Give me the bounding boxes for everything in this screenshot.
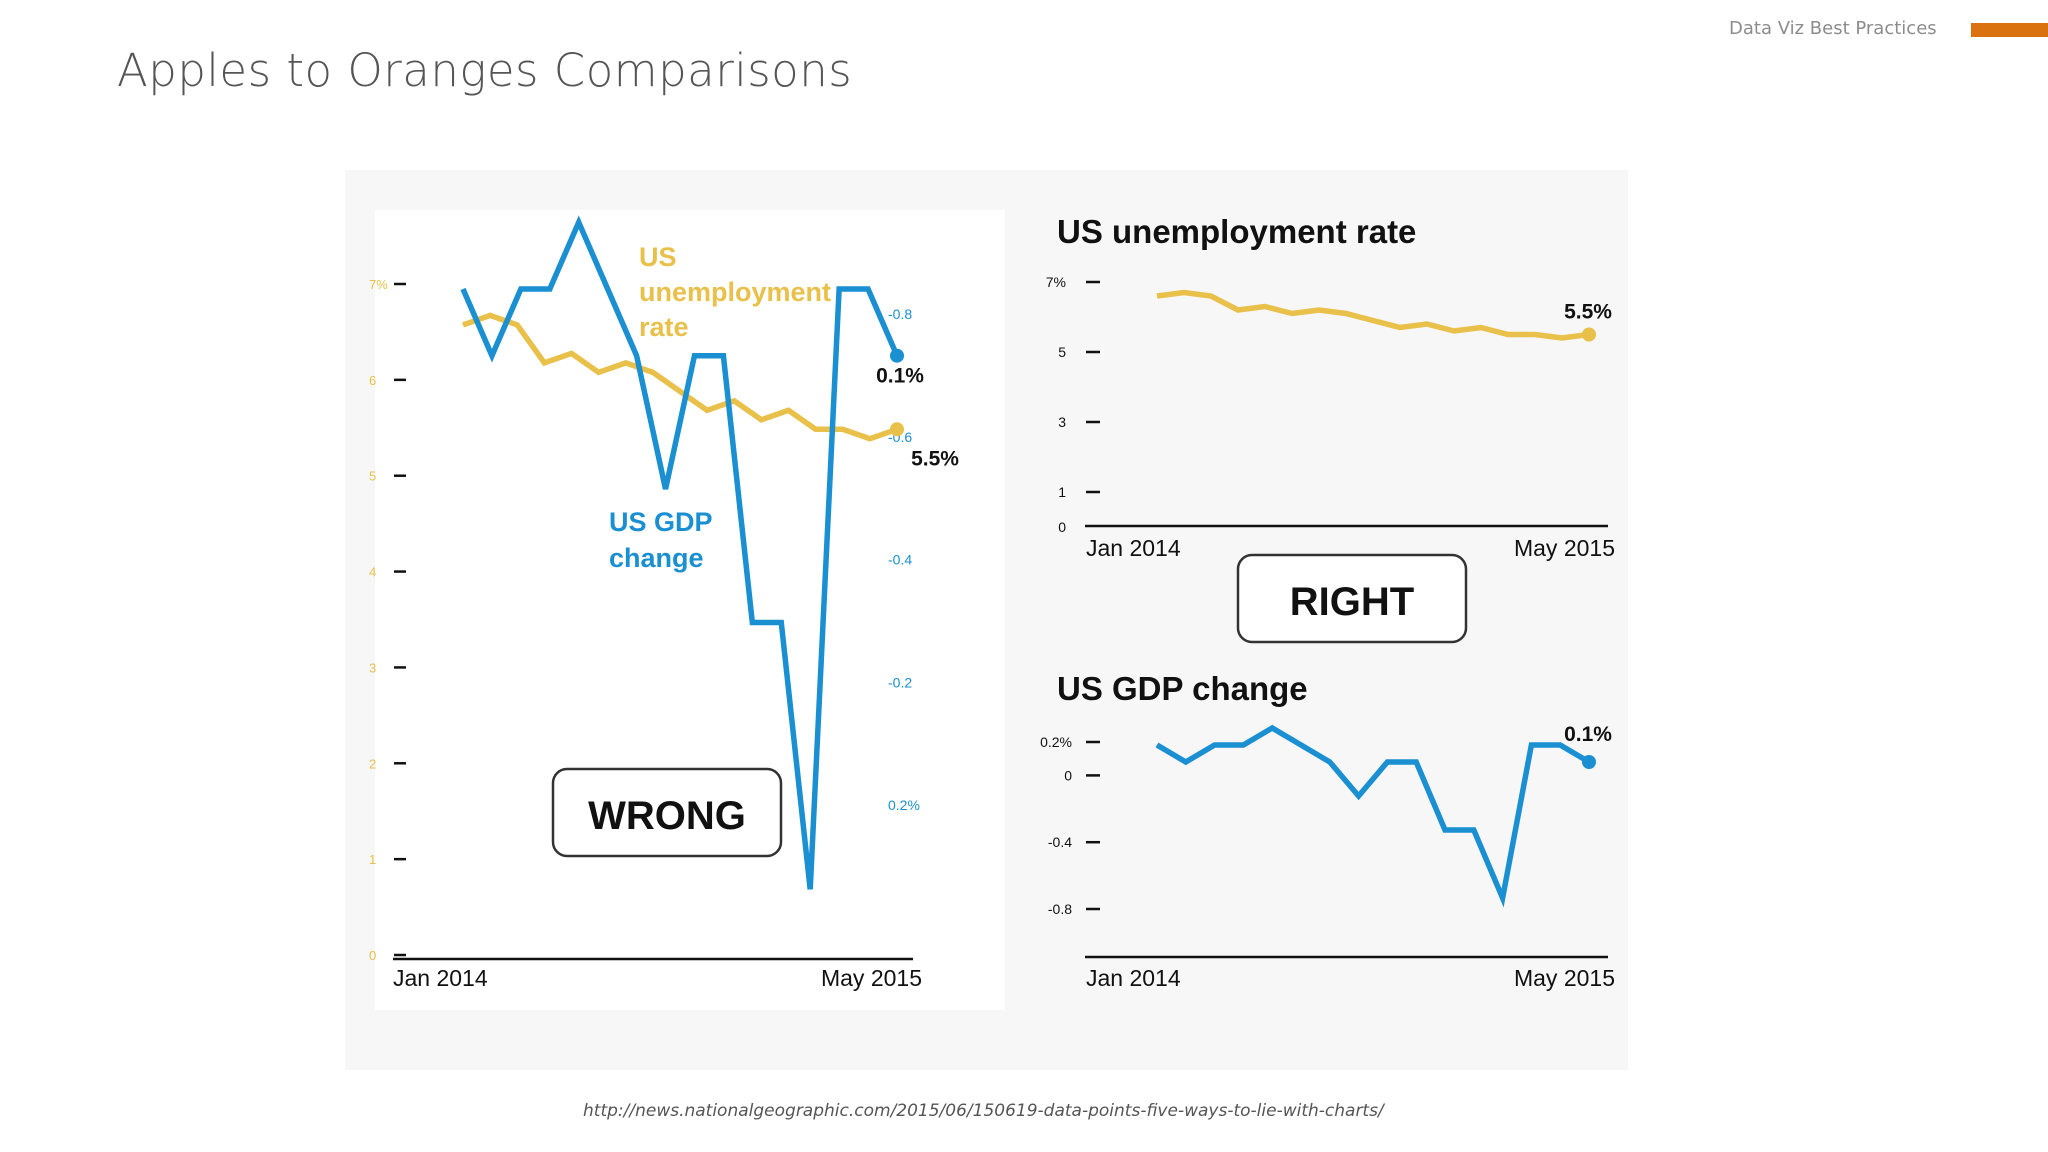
- right-unemployment-end-label: 5.5%: [1564, 301, 1612, 324]
- wrong-left-tick-label: 3: [369, 660, 376, 675]
- wrong-left-tick-label: 6: [369, 373, 376, 388]
- right-gdp-tick-label: -0.8: [1048, 901, 1072, 917]
- right-verdict-box: [1236, 553, 1468, 644]
- wrong-gdp-line-end-point: [890, 348, 904, 363]
- right-gdp-tick-label: 0.2%: [1040, 734, 1072, 750]
- wrong-right-tick-label: -0.4: [888, 552, 912, 568]
- wrong-gdp-line: [460, 215, 900, 890]
- wrong-unemployment-label: unemployment: [639, 277, 831, 307]
- right-unemployment-tick-label: 3: [1058, 414, 1066, 430]
- wrong-right-tick-label: -0.2: [888, 674, 912, 690]
- deck-label: Data Viz Best Practices: [1729, 18, 1937, 39]
- wrong-verdict-box: [551, 767, 783, 858]
- wrong-unemployment-end-label: 5.5%: [911, 447, 959, 470]
- wrong-right-tick-label: -0.8: [888, 306, 912, 322]
- wrong-right-tick-label: 0.2%: [888, 797, 920, 813]
- right-unemployment-x-start-label: Jan 2014: [1086, 535, 1181, 561]
- wrong-unemployment-label: US: [639, 242, 677, 272]
- wrong-unemployment-line-end-point: [890, 422, 904, 437]
- right-unemployment-title: US unemployment rate: [1057, 213, 1416, 250]
- wrong-left-tick-label: 7%: [369, 277, 388, 292]
- wrong-chart-area: [375, 210, 1005, 1010]
- wrong-verdict-label: WRONG: [588, 794, 746, 838]
- wrong-left-tick-label: 5: [369, 469, 376, 484]
- wrong-gdp-end-label: 0.1%: [876, 365, 924, 388]
- wrong-unemployment-label: rate: [639, 312, 689, 342]
- right-unemployment-tick-label: 0: [1058, 519, 1066, 535]
- right-unemployment-tick-label: 1: [1058, 484, 1066, 500]
- wrong-x-start-label: Jan 2014: [393, 965, 488, 991]
- right-gdp-line: [1155, 724, 1591, 908]
- source-link[interactable]: http://news.nationalgeographic.com/2015/…: [583, 1101, 1384, 1121]
- wrong-left-tick-label: 1: [369, 852, 376, 867]
- right-gdp-x-start-label: Jan 2014: [1086, 965, 1181, 991]
- right-verdict-label: RIGHT: [1290, 580, 1414, 624]
- right-gdp-end-label: 0.1%: [1564, 723, 1612, 746]
- deck-accent-bar: [1971, 23, 2048, 37]
- wrong-x-end-label: May 2015: [821, 965, 922, 991]
- right-gdp-title: US GDP change: [1057, 670, 1308, 707]
- wrong-left-tick-label: 2: [369, 756, 376, 771]
- wrong-gdp-label: change: [609, 543, 704, 573]
- wrong-unemployment-line: [462, 312, 898, 442]
- right-gdp-x-end-label: May 2015: [1514, 965, 1615, 991]
- wrong-gdp-label: US GDP: [609, 507, 713, 537]
- right-unemployment-tick-label: 5: [1058, 344, 1066, 360]
- right-gdp-tick-label: -0.4: [1048, 834, 1072, 850]
- right-unemployment-line-end-point: [1582, 327, 1596, 342]
- right-unemployment-tick-label: 7%: [1046, 274, 1066, 290]
- wrong-left-tick-label: 4: [369, 565, 376, 580]
- figure-panel: 7% 6 5 4 3 2 1 0 0.2% -0.2 -0.4 -0.6 -0.8 Jan 2014 May…: [345, 170, 1628, 1070]
- right-unemployment-x-end-label: May 2015: [1514, 535, 1615, 561]
- right-gdp-line-end-point: [1582, 755, 1596, 769]
- right-gdp-tick-label: 0: [1064, 767, 1072, 783]
- right-unemployment-line: [1156, 289, 1590, 341]
- wrong-left-tick-label: 0: [369, 948, 376, 963]
- slide-title: Apples to Oranges Comparisons: [117, 44, 853, 97]
